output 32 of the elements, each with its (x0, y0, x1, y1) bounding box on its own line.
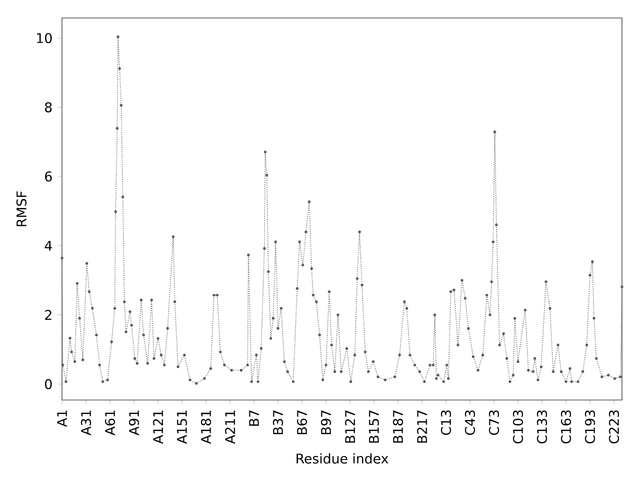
x-tick-label: C223 (608, 410, 620, 444)
x-tick-label: A151 (177, 410, 187, 444)
x-tick-label: A61 (104, 410, 116, 436)
x-tick-label: A121 (153, 410, 163, 444)
y-tick-label: 6 (45, 171, 52, 182)
x-tick-label: C13 (440, 410, 452, 435)
x-tick-label: C73 (488, 410, 500, 435)
x-tick-label: B7 (249, 410, 259, 426)
y-axis-title: RMSF (16, 191, 27, 226)
x-tick-label: B187 (392, 410, 404, 443)
x-tick-label: B37 (272, 410, 284, 434)
x-tick-label: A91 (128, 410, 140, 436)
x-axis-title: Residue index (296, 453, 388, 464)
y-tick-label: 8 (45, 102, 52, 112)
x-tick-label: C43 (464, 410, 476, 435)
y-tick-label: 4 (44, 240, 52, 251)
x-tick-label: B127 (345, 410, 355, 443)
x-tick-label: A1 (57, 410, 67, 427)
x-tick-label: C103 (512, 410, 524, 444)
x-tick-label: A211 (225, 410, 235, 444)
y-tick-label: 0 (45, 379, 52, 390)
x-tick-label: C163 (560, 410, 572, 444)
x-tick-label: B217 (417, 410, 427, 443)
x-tick-label: A31 (80, 410, 92, 436)
x-tick-label: C193 (584, 410, 596, 444)
x-tick-label: B67 (296, 410, 308, 434)
x-tick-label: A181 (200, 410, 212, 444)
x-tick-label: C133 (536, 410, 548, 444)
x-tick-label: B157 (369, 410, 379, 443)
y-tick-label: 10 (37, 33, 52, 44)
y-tick-label: 2 (45, 310, 52, 320)
x-tick-label: B97 (320, 410, 332, 434)
